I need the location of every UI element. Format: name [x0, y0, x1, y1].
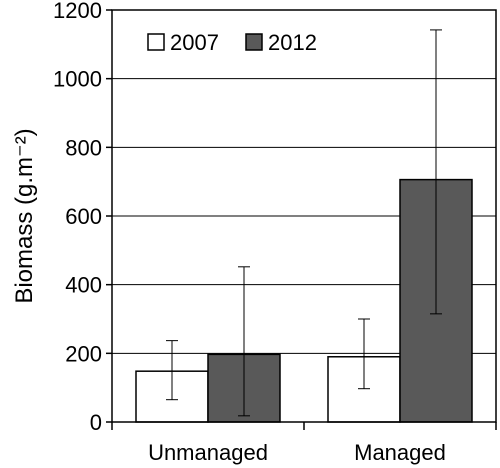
legend: 2007 2012	[147, 30, 317, 55]
legend-label: 2012	[268, 30, 317, 55]
y-tick-label: 1200	[53, 0, 102, 23]
x-category-label: Unmanaged	[148, 440, 268, 465]
y-tick-label: 0	[90, 410, 102, 435]
legend-swatch-2007	[147, 33, 165, 51]
y-tick-label: 200	[65, 341, 102, 366]
y-tick-label: 600	[65, 204, 102, 229]
legend-label: 2007	[170, 30, 219, 55]
x-axis-ticks: Unmanaged Managed	[111, 422, 497, 465]
y-axis-title: Biomass (g.m⁻²)	[11, 128, 38, 303]
x-category-label: Managed	[354, 440, 446, 465]
y-axis-ticks: 0 200 400 600 800 1000 1200	[53, 0, 112, 435]
y-tick-label: 800	[65, 135, 102, 160]
error-bars	[166, 29, 442, 417]
legend-swatch-2012	[245, 33, 263, 51]
y-tick-label: 1000	[53, 67, 102, 92]
y-tick-label: 400	[65, 273, 102, 298]
